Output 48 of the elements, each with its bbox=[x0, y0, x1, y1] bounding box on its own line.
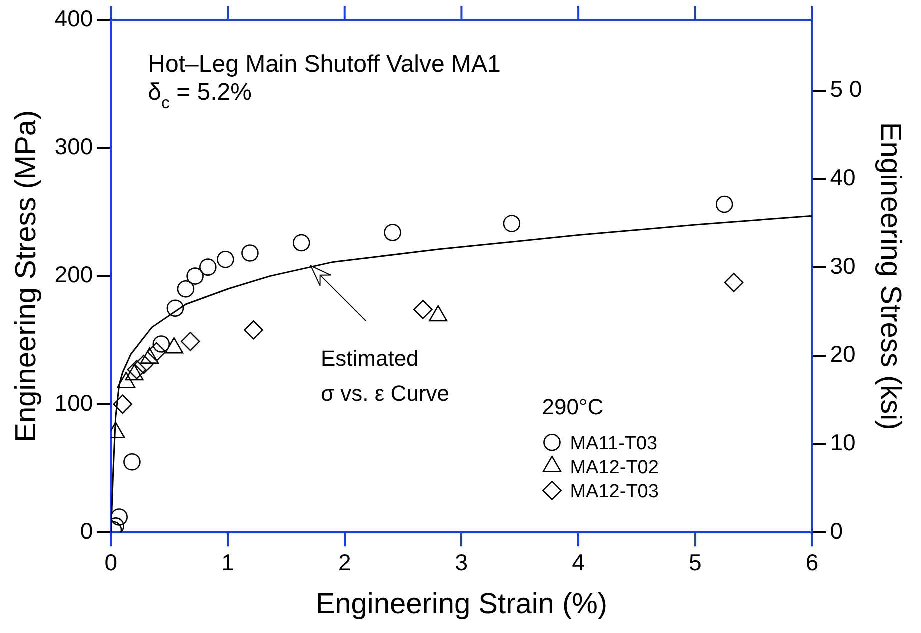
x-tick-label: 3 bbox=[455, 550, 468, 576]
x-tick-label: 6 bbox=[806, 550, 819, 576]
y-tick-label: 400 bbox=[54, 5, 94, 32]
y-tick-label: 100 bbox=[54, 390, 94, 416]
y-tick-label: 300 bbox=[54, 133, 94, 160]
point bbox=[124, 453, 141, 471]
point bbox=[292, 234, 310, 252]
point bbox=[200, 258, 217, 276]
point bbox=[724, 273, 744, 292]
point bbox=[180, 332, 200, 352]
point bbox=[152, 336, 170, 353]
x-tick-label: 1 bbox=[222, 550, 234, 576]
point bbox=[384, 224, 402, 242]
y-tick-label: 0 bbox=[80, 518, 94, 544]
point bbox=[166, 300, 184, 317]
point bbox=[242, 244, 259, 262]
point bbox=[147, 342, 166, 362]
point bbox=[177, 280, 195, 298]
annotation: Estimated σ vs. ε Curve bbox=[320, 346, 450, 406]
point bbox=[127, 360, 147, 380]
legend-label: MA12-T02 bbox=[570, 458, 659, 479]
legend-label: MA11-T03 bbox=[570, 434, 658, 455]
y-axis-title: Engineering Stress (MPa) bbox=[10, 110, 42, 442]
point bbox=[716, 196, 734, 214]
point bbox=[134, 355, 154, 374]
legend-title: 290°C bbox=[542, 394, 604, 420]
point bbox=[113, 394, 133, 414]
x-tick-label: 4 bbox=[572, 550, 586, 576]
x-tick-label: 5 bbox=[688, 550, 702, 576]
point bbox=[244, 320, 264, 340]
point bbox=[413, 300, 433, 320]
y2-tick-label: 40 bbox=[830, 164, 856, 190]
x-tick-label: 0 bbox=[104, 550, 118, 576]
legend-label: MA12-T03 bbox=[570, 482, 659, 503]
point bbox=[186, 268, 204, 285]
y2-axis-title: Engineering Stress (ksi) bbox=[874, 122, 907, 430]
y2-tick-label: 0 bbox=[830, 518, 844, 544]
x-axis-title: Engineering Strain (%) bbox=[316, 588, 608, 621]
y2-tick-label: 5 0 bbox=[830, 76, 862, 102]
x-tick-label: 2 bbox=[338, 550, 352, 576]
annotation: Hot–Leg Main Shutoff Valve MA1 bbox=[148, 51, 501, 78]
point bbox=[503, 215, 521, 232]
y2-tick-label: 20 bbox=[830, 341, 856, 368]
y2-tick-label: 10 bbox=[830, 430, 856, 456]
y2-tick-label: 30 bbox=[830, 252, 856, 279]
point bbox=[217, 250, 234, 268]
point bbox=[111, 508, 128, 526]
y-tick-label: 200 bbox=[54, 262, 94, 288]
